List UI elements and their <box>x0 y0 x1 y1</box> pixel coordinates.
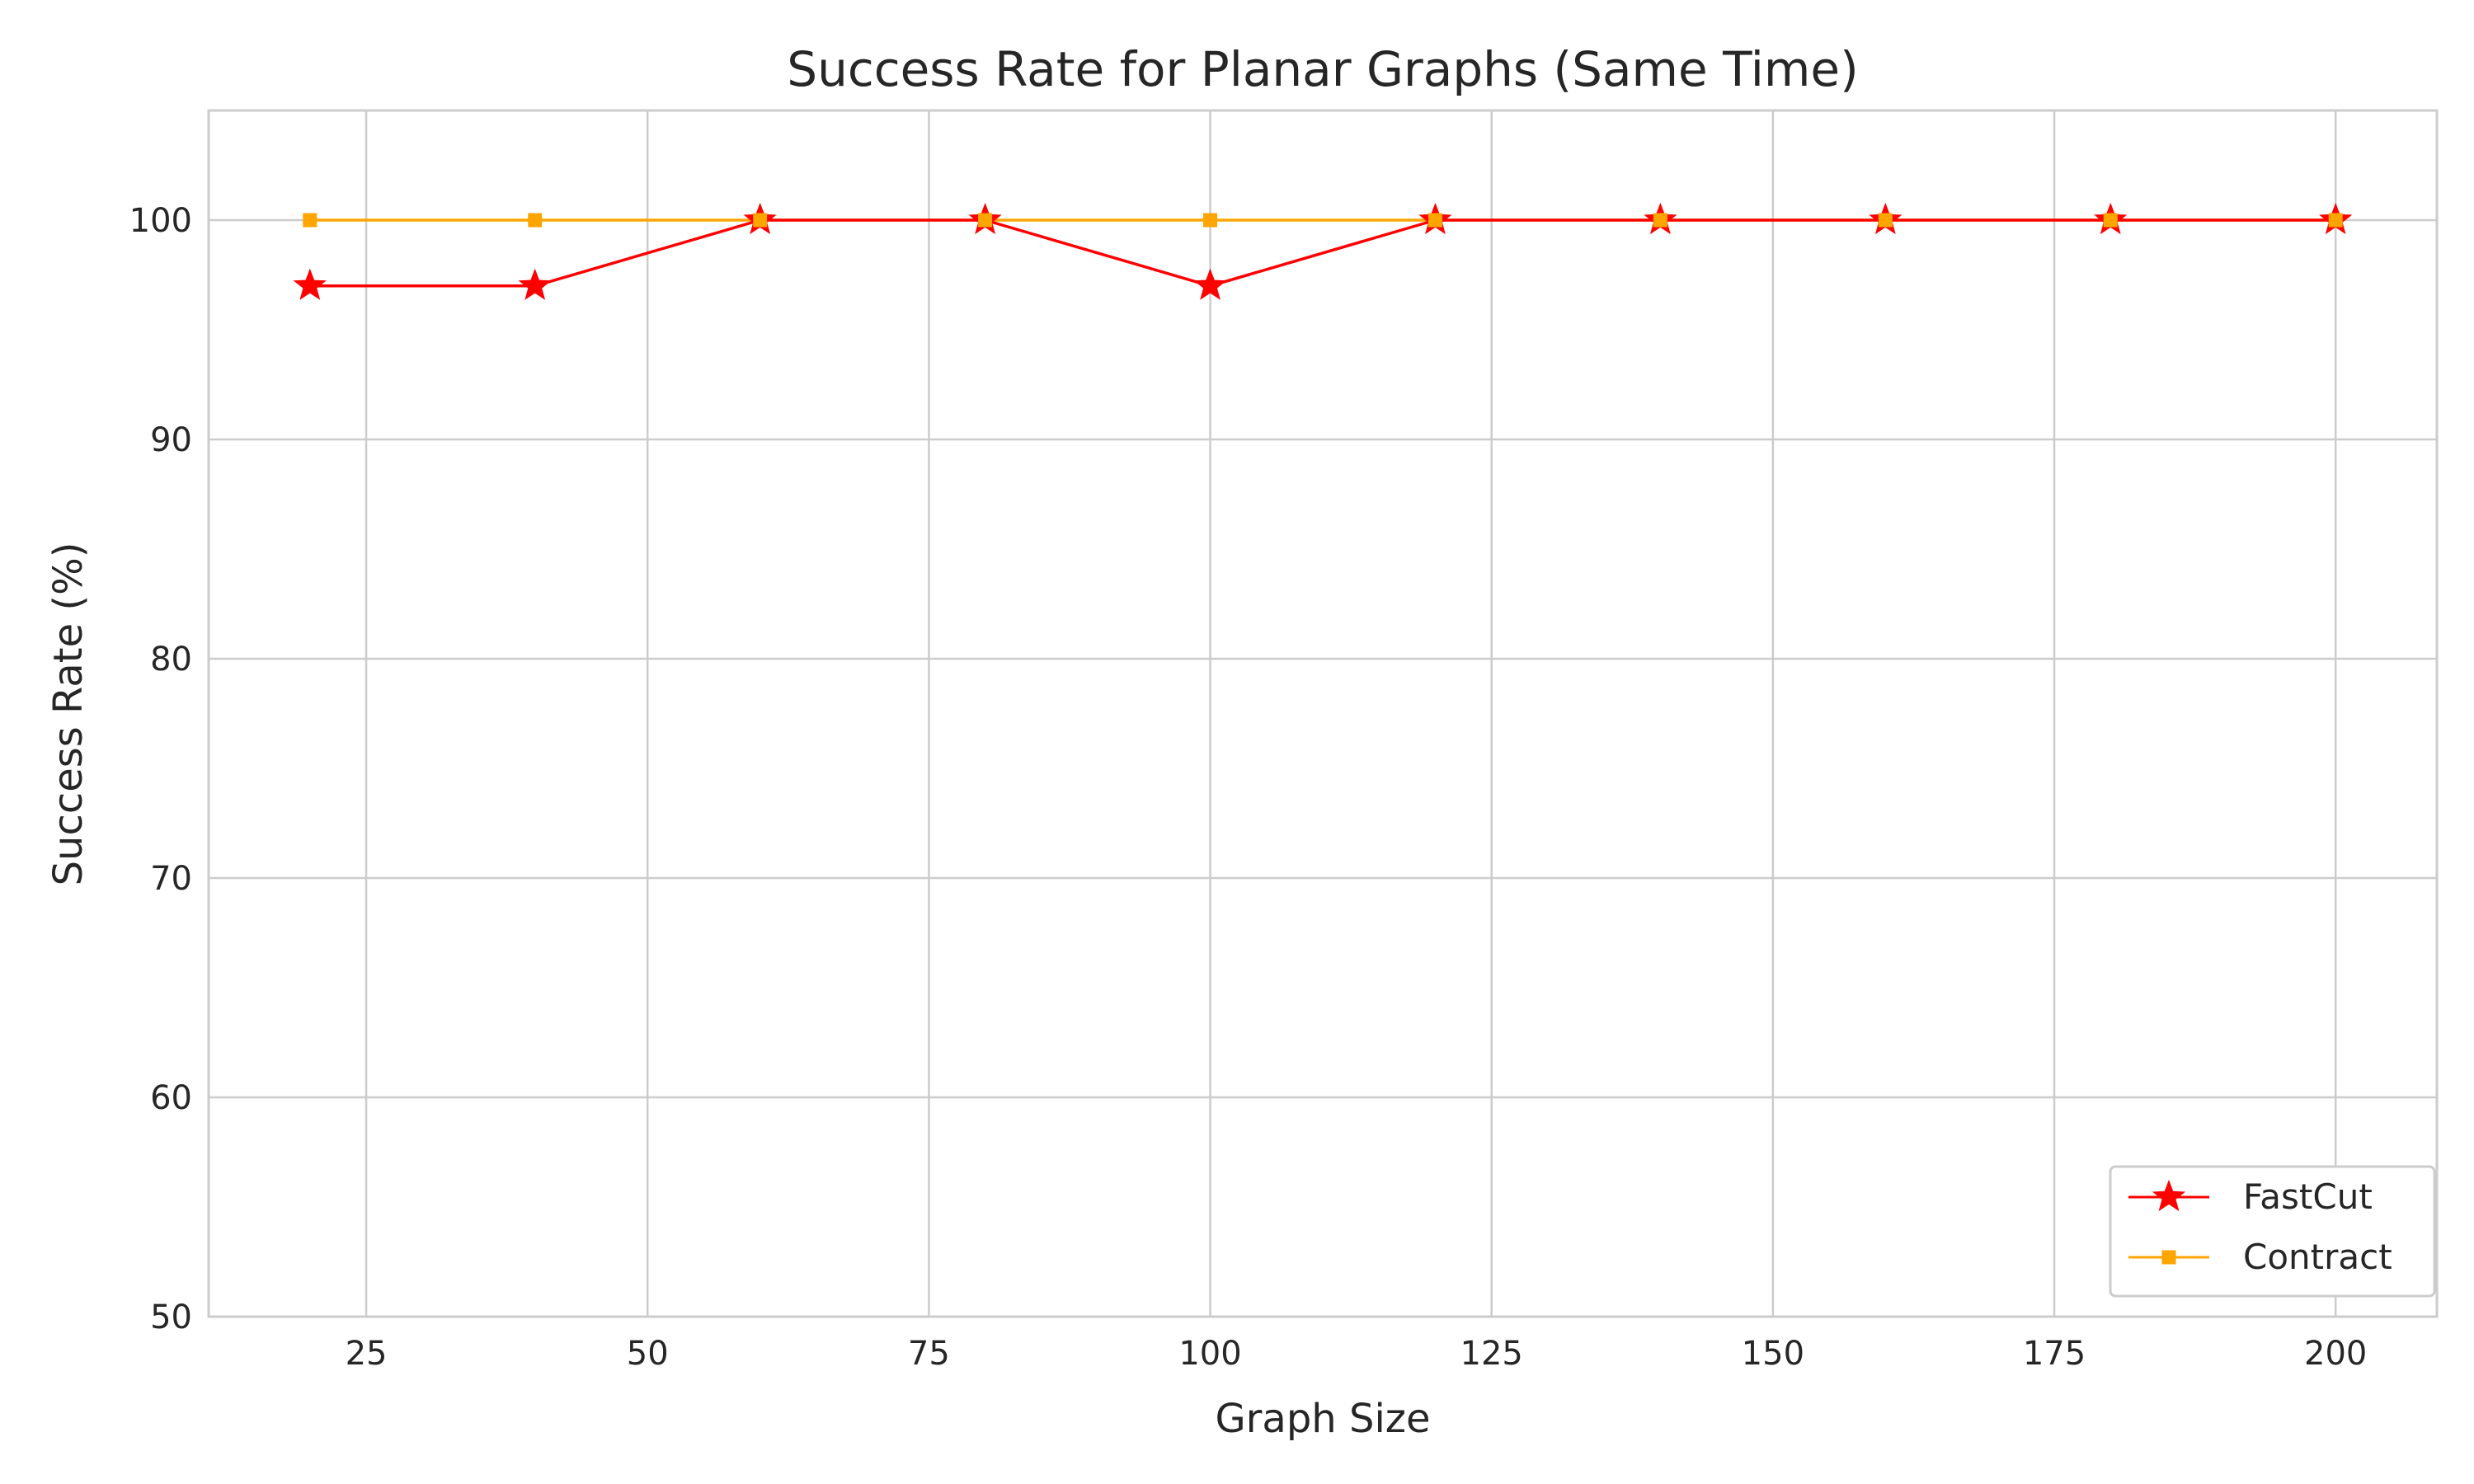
y-tick-label: 90 <box>150 421 192 459</box>
data-point-contract <box>2103 213 2118 228</box>
legend-box <box>2109 1165 2436 1298</box>
series-line-fastcut <box>309 218 2336 288</box>
y-tick-label: 80 <box>150 641 192 679</box>
x-tick-label: 100 <box>1178 1335 1241 1373</box>
series-layer <box>293 202 2353 300</box>
x-tick-label: 175 <box>2023 1335 2086 1373</box>
y-tick-label: 100 <box>129 202 192 240</box>
data-point-fastcut <box>1193 268 1227 300</box>
data-point-contract <box>1427 213 1442 228</box>
data-point-contract <box>1203 213 1218 228</box>
y-tick-label: 60 <box>150 1079 192 1117</box>
data-point-contract <box>978 213 993 228</box>
chart-title: Success Rate for Planar Graphs (Same Tim… <box>787 41 1858 97</box>
x-tick-label: 25 <box>346 1335 388 1373</box>
x-tick-label: 150 <box>1742 1335 1804 1373</box>
x-tick-label: 125 <box>1460 1335 1523 1373</box>
x-axis-title: Graph Size <box>1215 1396 1430 1442</box>
y-axis-title: Success Rate (%) <box>45 542 92 886</box>
y-tick-label: 70 <box>150 860 192 898</box>
data-point-fastcut <box>293 268 327 300</box>
x-tick-label: 75 <box>908 1335 950 1373</box>
x-axis-ticks: 25 50 75 100 125 150 175 200 <box>346 1335 2368 1373</box>
series-markers-contract <box>303 213 2343 228</box>
data-point-contract <box>1878 213 1893 228</box>
y-tick-label: 50 <box>150 1298 192 1336</box>
plot-frame <box>207 109 2439 1318</box>
legend-marker-fastcut <box>2152 1179 2186 1212</box>
x-tick-label: 200 <box>2304 1335 2367 1373</box>
data-point-contract <box>1653 213 1667 228</box>
data-point-contract <box>528 213 543 228</box>
legend-label-fastcut: FastCut <box>2243 1176 2373 1217</box>
data-point-contract <box>303 213 317 228</box>
data-point-contract <box>753 213 768 228</box>
data-point-fastcut <box>518 268 552 300</box>
legend: FastCut Contract <box>2109 1165 2436 1298</box>
y-axis-ticks: 50 60 70 80 90 100 <box>129 202 192 1336</box>
data-point-contract <box>2328 213 2343 228</box>
x-tick-label: 50 <box>627 1335 669 1373</box>
series-fastcut <box>309 218 2336 288</box>
legend-label-contract: Contract <box>2243 1237 2392 1277</box>
legend-marker-contract <box>2161 1250 2176 1265</box>
